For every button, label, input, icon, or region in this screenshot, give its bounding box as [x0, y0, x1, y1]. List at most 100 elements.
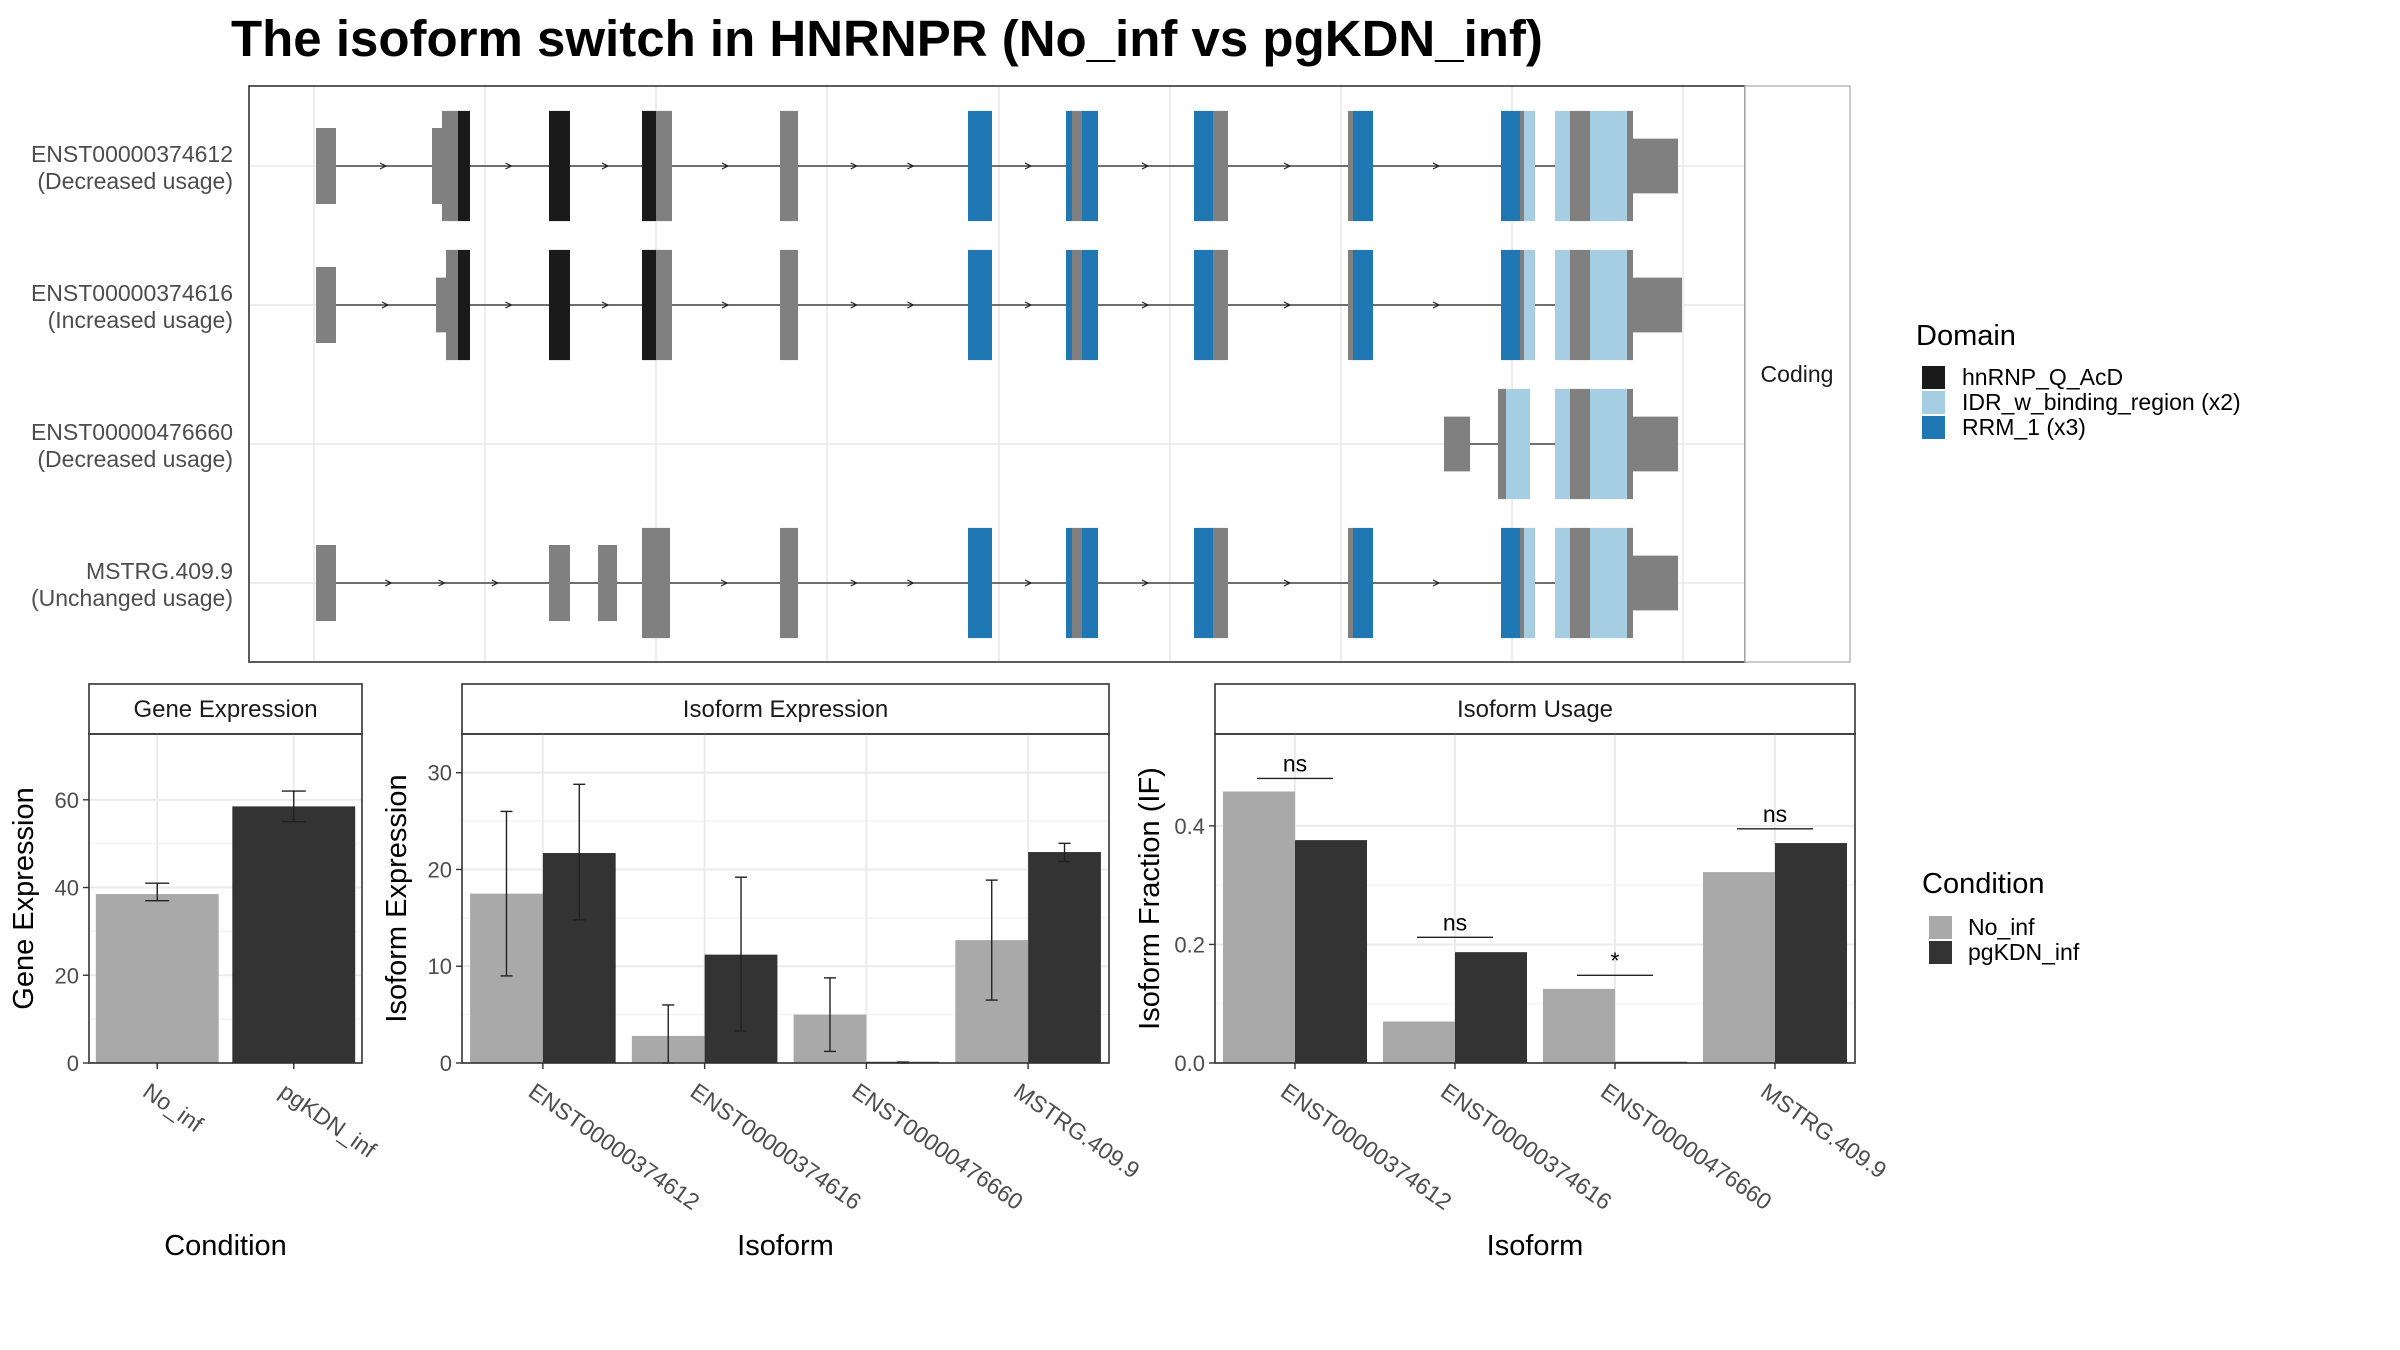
bar — [95, 894, 219, 1063]
intron-arrow — [1024, 162, 1033, 170]
bar — [1543, 988, 1615, 1063]
exon — [1072, 110, 1082, 222]
domain-hnrnp-q-acd — [458, 110, 470, 222]
exon — [1570, 527, 1590, 639]
exon — [1213, 249, 1228, 361]
domain-rrm-1 — [1082, 110, 1098, 222]
gene-expression-panel: Gene Expression 0 20 40 60 No_inf pgKDN_inf Gen… — [8, 683, 381, 1262]
domain-idr-binding-region — [1590, 527, 1627, 639]
domain-idr-binding-region — [1524, 110, 1535, 222]
exon — [432, 128, 442, 204]
bar — [1703, 872, 1775, 1063]
y-axis-label: Isoform Fraction (IF) — [1134, 767, 1166, 1030]
exon — [1498, 388, 1506, 500]
y-axis-label: Isoform Expression — [381, 774, 413, 1022]
domain-rrm-1 — [1066, 527, 1072, 639]
intron-arrow — [1432, 162, 1441, 170]
domain-legend-label: IDR_w_binding_region (x2) — [1962, 389, 2241, 415]
exon — [656, 249, 672, 361]
bar — [1383, 1021, 1455, 1063]
exon — [1627, 249, 1633, 361]
exon — [1072, 527, 1082, 639]
domain-idr-binding-region — [1555, 527, 1570, 639]
panel-strip-label: Isoform Usage — [1457, 696, 1613, 723]
x-tick-label: ENST00000374612 — [1276, 1078, 1456, 1215]
exon — [642, 527, 650, 639]
domain-idr-binding-region — [1590, 110, 1627, 222]
y-tick-label: 20 — [55, 963, 79, 988]
isoform-expression-panel: Isoform Expression 0 10 20 30 ENST00000374612… — [381, 683, 1145, 1262]
domain-legend-swatch — [1922, 416, 1945, 439]
significance-label: * — [1611, 947, 1620, 973]
exon — [446, 249, 458, 361]
exon — [1633, 555, 1678, 611]
exon — [1570, 388, 1590, 500]
exon — [1348, 527, 1353, 639]
condition-legend-label: No_inf — [1968, 914, 2035, 940]
x-axis-label: Isoform — [737, 1230, 834, 1262]
domain-hnrnp-q-acd — [549, 249, 570, 361]
y-tick-label: 0 — [67, 1051, 79, 1076]
domain-legend-title: Domain — [1916, 320, 2016, 352]
structure-plot-border — [248, 85, 1746, 663]
y-tick-label: 0.2 — [1174, 932, 1205, 957]
exon — [1520, 249, 1524, 361]
domain-rrm-1 — [1501, 249, 1520, 361]
significance-label: ns — [1443, 909, 1467, 935]
bar — [1028, 852, 1101, 1063]
bar — [1223, 791, 1295, 1063]
domain-rrm-1 — [1082, 249, 1098, 361]
y-tick-label: 0.0 — [1174, 1051, 1205, 1076]
intron-arrow — [720, 579, 729, 587]
bar — [1455, 952, 1527, 1063]
domain-idr-binding-region — [1524, 249, 1535, 361]
transcript-usage: (Decreased usage) — [37, 168, 233, 194]
x-tick-label: ENST00000374616 — [1436, 1078, 1616, 1215]
exon — [780, 527, 798, 639]
intron-arrow — [1141, 579, 1150, 587]
intron-arrow — [907, 301, 915, 309]
domain-legend-swatch — [1922, 391, 1945, 414]
domain-idr-binding-region — [1555, 249, 1570, 361]
transcript-usage: (Decreased usage) — [37, 446, 233, 472]
domain-idr-binding-region — [1555, 388, 1570, 500]
domain-rrm-1 — [1353, 249, 1373, 361]
intron-arrow — [721, 301, 730, 309]
domain-rrm-1 — [968, 249, 992, 361]
exon — [1213, 110, 1228, 222]
intron-arrow — [1432, 579, 1441, 587]
domain-rrm-1 — [1194, 527, 1213, 639]
exon — [1213, 527, 1228, 639]
exon — [1072, 249, 1082, 361]
domain-legend-label: hnRNP_Q_AcD — [1962, 364, 2123, 390]
y-tick-label: 40 — [55, 876, 79, 901]
intron-arrow — [850, 162, 859, 170]
exon — [650, 527, 670, 639]
intron-arrow — [1141, 301, 1150, 309]
x-tick-label: ENST00000476660 — [848, 1078, 1028, 1215]
x-tick-label: No_inf — [138, 1078, 208, 1138]
domain-hnrnp-q-acd — [458, 249, 470, 361]
intron-arrow — [1432, 301, 1441, 309]
intron-arrow — [850, 301, 859, 309]
structure-panel: Coding ENST00000374612(Decreased usage)E… — [31, 85, 1851, 663]
structure-strip — [1744, 85, 1851, 663]
intron-arrow — [601, 162, 610, 170]
figure-title: The isoform switch in HNRNPR (No_inf vs … — [231, 10, 1543, 67]
domain-rrm-1 — [1082, 527, 1098, 639]
domain-legend-label: RRM_1 (x3) — [1962, 414, 2086, 440]
intron-arrow — [1283, 579, 1292, 587]
exon — [1627, 388, 1633, 500]
domain-idr-binding-region — [1506, 388, 1530, 500]
exon — [780, 110, 798, 222]
condition-legend-swatch — [1929, 941, 1952, 964]
domain-rrm-1 — [968, 110, 992, 222]
y-tick-label: 60 — [55, 788, 79, 813]
domain-idr-binding-region — [1590, 249, 1627, 361]
panel-border — [461, 733, 1110, 1064]
x-tick-label: MSTRG.409.9 — [1756, 1078, 1891, 1184]
structure-strip-label: Coding — [1761, 361, 1834, 387]
transcript-usage: (Increased usage) — [48, 307, 233, 333]
isoform-usage-panel: Isoform Usage ns ns * ns 0.0 0.2 0.4 ENST0000037… — [1134, 683, 1891, 1262]
